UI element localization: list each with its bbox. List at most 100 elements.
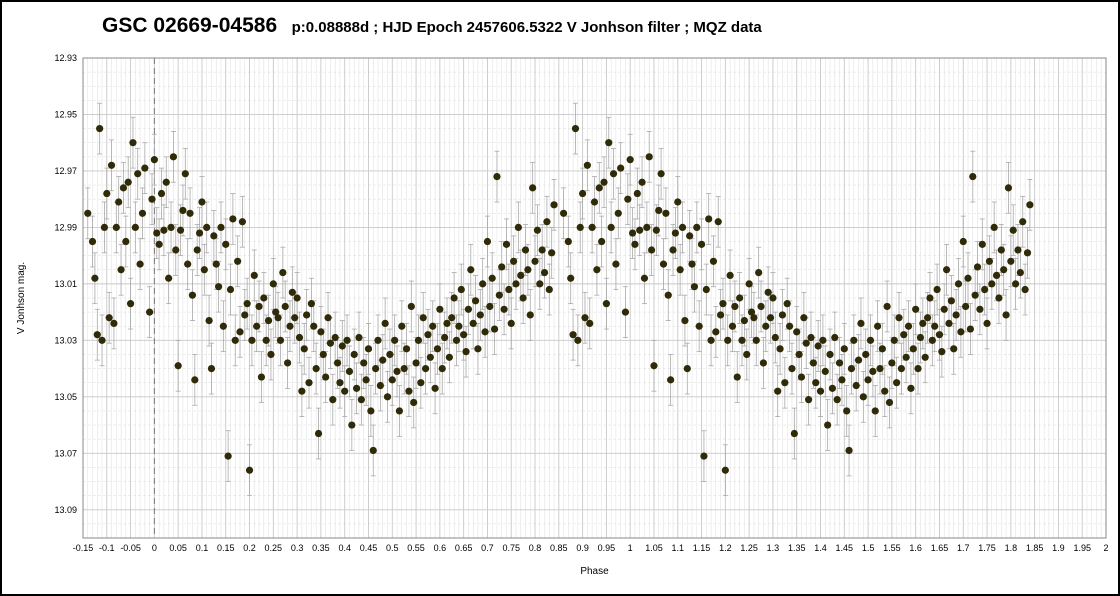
data-point <box>429 322 437 330</box>
data-point <box>697 240 706 248</box>
x-tick-label: -0.15 <box>73 543 94 553</box>
data-point <box>938 348 946 356</box>
chart-subtitle: p:0.08888d ; HJD Epoch 2457606.5322 V Jo… <box>291 19 762 36</box>
data-point <box>374 336 382 344</box>
data-point <box>969 172 977 181</box>
x-tick-label: 1 <box>628 543 633 553</box>
data-point <box>1021 285 1029 294</box>
data-point <box>514 223 522 232</box>
data-point <box>759 359 768 367</box>
data-point <box>367 407 375 415</box>
data-point <box>310 322 318 330</box>
y-tick-label: 12.97 <box>54 166 77 176</box>
data-point <box>862 350 870 359</box>
data-point <box>352 384 361 392</box>
x-tick-label: 1.3 <box>767 543 780 553</box>
data-point <box>200 266 208 274</box>
data-point <box>676 266 684 274</box>
data-point <box>502 240 511 248</box>
data-point <box>797 373 806 381</box>
data-point <box>645 153 653 161</box>
x-tick-label: 0.4 <box>338 543 351 553</box>
data-point <box>521 246 530 254</box>
x-tick-label: 0.2 <box>243 543 256 553</box>
data-point <box>350 350 358 359</box>
data-point <box>98 336 106 344</box>
data-point <box>624 195 632 203</box>
data-point <box>843 407 851 415</box>
data-point <box>322 373 330 381</box>
data-point <box>438 364 446 373</box>
data-point <box>1014 246 1022 254</box>
data-point <box>831 333 839 342</box>
data-point <box>88 237 97 246</box>
data-point <box>548 249 556 257</box>
data-point <box>426 353 434 361</box>
data-point <box>609 170 618 178</box>
x-axis-title: Phase <box>580 566 609 577</box>
data-point <box>821 367 829 376</box>
data-point <box>460 331 468 339</box>
data-point <box>973 263 982 271</box>
data-point <box>778 311 787 319</box>
data-point <box>655 206 663 215</box>
data-point <box>326 339 335 347</box>
data-points <box>84 124 1034 474</box>
data-point <box>207 364 216 373</box>
x-tick-label: 1.75 <box>978 543 996 553</box>
x-tick-label: 0.1 <box>196 543 209 553</box>
data-point <box>736 294 744 302</box>
data-point <box>962 302 970 311</box>
data-point <box>724 336 732 344</box>
data-point <box>479 280 487 288</box>
data-point <box>586 319 594 328</box>
data-point <box>571 124 580 133</box>
data-point <box>483 237 492 246</box>
data-point <box>540 268 549 277</box>
data-point <box>690 283 699 291</box>
data-point <box>947 297 955 305</box>
data-point <box>376 381 384 390</box>
data-point <box>341 387 349 395</box>
data-point <box>559 209 568 217</box>
data-point <box>519 294 527 302</box>
data-point <box>386 350 394 359</box>
data-point <box>307 300 315 308</box>
y-axis-title: V Jonhson mag. <box>16 262 27 334</box>
data-point <box>602 300 610 308</box>
data-point <box>916 333 925 342</box>
data-point <box>338 342 346 350</box>
data-point <box>950 345 958 353</box>
data-point <box>379 356 387 364</box>
x-tick-label: 1.15 <box>693 543 711 553</box>
x-tick-label: 0.25 <box>265 543 283 553</box>
data-point <box>476 311 484 319</box>
x-tick-label: 1.05 <box>645 543 663 553</box>
data-point <box>107 161 116 169</box>
data-point <box>590 198 599 206</box>
data-point <box>769 294 777 302</box>
data-point <box>119 184 128 192</box>
data-point <box>348 421 356 429</box>
data-point <box>686 232 694 240</box>
data-point <box>869 367 877 376</box>
data-point <box>155 240 163 248</box>
data-point <box>286 322 294 330</box>
data-point <box>945 319 953 328</box>
data-point <box>567 274 575 282</box>
data-point <box>255 302 263 311</box>
data-point <box>448 314 456 322</box>
data-point <box>669 246 677 254</box>
data-point <box>959 237 967 246</box>
data-point <box>533 226 542 234</box>
data-point <box>319 350 327 359</box>
data-point <box>593 266 601 274</box>
data-point <box>766 314 775 322</box>
data-point <box>526 311 534 319</box>
data-point <box>274 314 282 322</box>
data-point <box>738 336 746 344</box>
data-point <box>364 345 373 353</box>
data-point <box>131 223 139 232</box>
data-point <box>995 294 1003 302</box>
data-point <box>372 364 380 373</box>
